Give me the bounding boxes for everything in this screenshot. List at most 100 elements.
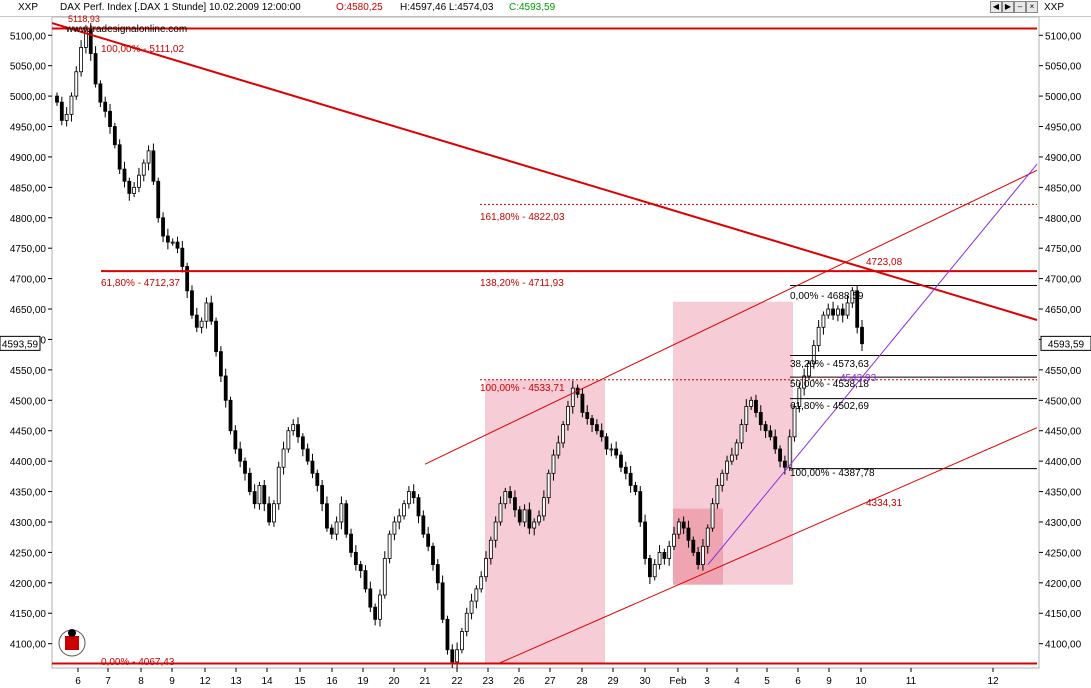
candle-body	[493, 521, 498, 541]
fib-label-138: 138,20% - 4711,93	[480, 278, 564, 289]
candle-body	[807, 363, 811, 377]
candle-body	[431, 545, 435, 565]
candle-body	[286, 430, 291, 450]
y-tick-label-left: 4700,00	[10, 275, 47, 286]
candle-body	[619, 454, 623, 468]
watermark: www.tradesignalonline.com	[65, 24, 187, 35]
x-tick-label: Feb	[669, 676, 687, 687]
scale-mode-right[interactable]: XXP	[1044, 2, 1065, 13]
candle-body	[855, 290, 860, 328]
close-value: C:4593,59	[509, 2, 556, 13]
y-tick-label-right: 5000,00	[1045, 92, 1082, 103]
x-tick-label: 16	[326, 676, 338, 687]
y-tick-label-left: 4250,00	[10, 548, 47, 559]
candle-body	[291, 424, 296, 432]
y-tick-label-left: 4650,00	[10, 305, 47, 316]
y-tick-label-right: 4700,00	[1045, 275, 1082, 286]
y-tick-label-right: 4500,00	[1045, 396, 1082, 407]
minimize-icon[interactable]: –	[1014, 1, 1026, 13]
candle-body	[310, 460, 315, 474]
purple-label-4543: 4543,93	[840, 373, 877, 384]
price-tag-left-label: 4593,59	[2, 339, 39, 350]
candle-body	[734, 442, 739, 456]
scroll-right-icon[interactable]: ▶	[1002, 1, 1014, 13]
y-tick-label-right: 4200,00	[1045, 579, 1082, 590]
candle-body	[329, 527, 334, 535]
candle-body	[541, 497, 546, 517]
price-tag-right	[1040, 335, 1091, 351]
candle-body	[194, 314, 199, 328]
x-tick-label: 6	[795, 676, 801, 687]
candle-body	[122, 168, 127, 182]
trend-label-4334: 4334,31	[866, 498, 903, 509]
candle-body	[672, 533, 676, 547]
candle-body	[532, 521, 537, 529]
candle-body	[710, 503, 715, 529]
retracement-zone-2-core	[673, 508, 723, 585]
candle-body	[214, 320, 218, 353]
x-tick-label: 28	[576, 676, 588, 687]
candle-body	[585, 412, 590, 419]
x-tick-label: 26	[513, 676, 525, 687]
y-tick-label-right: 5050,00	[1045, 62, 1082, 73]
x-tick-label: 23	[482, 676, 494, 687]
candle-body	[464, 612, 469, 632]
candle-body	[831, 308, 835, 316]
fib-label-left-61: 61,80% - 4712,37	[101, 278, 180, 289]
chart-header-bar: XXP DAX Perf. Index [.DAX 1 Stunde] 10.0…	[0, 0, 1091, 17]
candle-body	[816, 326, 821, 346]
scroll-left-icon[interactable]: ◀	[990, 1, 1002, 13]
candle-body	[445, 618, 450, 651]
logo-head-icon	[68, 629, 76, 637]
candle-body	[474, 588, 479, 602]
purple-trend-line	[707, 163, 1038, 565]
fib-label-r-38: 38,20% - 4573,63	[790, 359, 869, 370]
candle-body	[151, 150, 156, 182]
x-tick-label: 22	[451, 676, 463, 687]
x-tick-label: 15	[294, 676, 306, 687]
candle-body	[387, 533, 392, 559]
plot-area	[51, 16, 1040, 669]
x-tick-label: 20	[388, 676, 400, 687]
candle-body	[551, 454, 556, 474]
candle-body	[599, 430, 604, 438]
candle-body	[406, 491, 411, 505]
channel-upper-line	[424, 169, 1038, 465]
candle-body	[517, 509, 522, 523]
candle-body	[402, 503, 406, 517]
y-tick-label-left: 4300,00	[10, 518, 47, 529]
x-tick-label: 19	[357, 676, 369, 687]
x-tick-label: 29	[607, 676, 619, 687]
close-icon[interactable]: ×	[1026, 1, 1038, 13]
candle-body	[180, 247, 185, 267]
candle-body	[860, 326, 864, 345]
fib-label-r-100: 100,00% - 4387,78	[790, 468, 875, 479]
candle-body	[165, 235, 170, 243]
candle-body	[792, 405, 797, 438]
candle-body	[614, 448, 619, 456]
candle-body	[238, 448, 243, 462]
candle-body	[305, 448, 310, 462]
candle-body	[243, 460, 247, 474]
candle-body	[300, 436, 305, 450]
y-tick-label-left: 4450,00	[10, 427, 47, 438]
x-tick-label: 14	[261, 676, 273, 687]
x-tick-label: 5	[764, 676, 770, 687]
y-tick-label-right: 4350,00	[1045, 488, 1082, 499]
candle-body	[281, 448, 286, 468]
candle-body	[146, 150, 151, 164]
scale-mode-left[interactable]: XXP	[18, 2, 39, 13]
candle-body	[440, 582, 445, 620]
y-tick-label-right: 4150,00	[1045, 609, 1082, 620]
open-value: O:4580,25	[336, 2, 383, 13]
candle-body	[112, 126, 117, 146]
candle-body	[768, 430, 773, 438]
candle-body	[527, 509, 532, 529]
candle-body	[353, 552, 358, 565]
candle-body	[228, 399, 233, 432]
candle-body	[320, 485, 325, 505]
y-tick-label-left: 4950,00	[10, 123, 47, 134]
x-tick-label: 6	[75, 676, 81, 687]
candle-body	[262, 485, 267, 505]
